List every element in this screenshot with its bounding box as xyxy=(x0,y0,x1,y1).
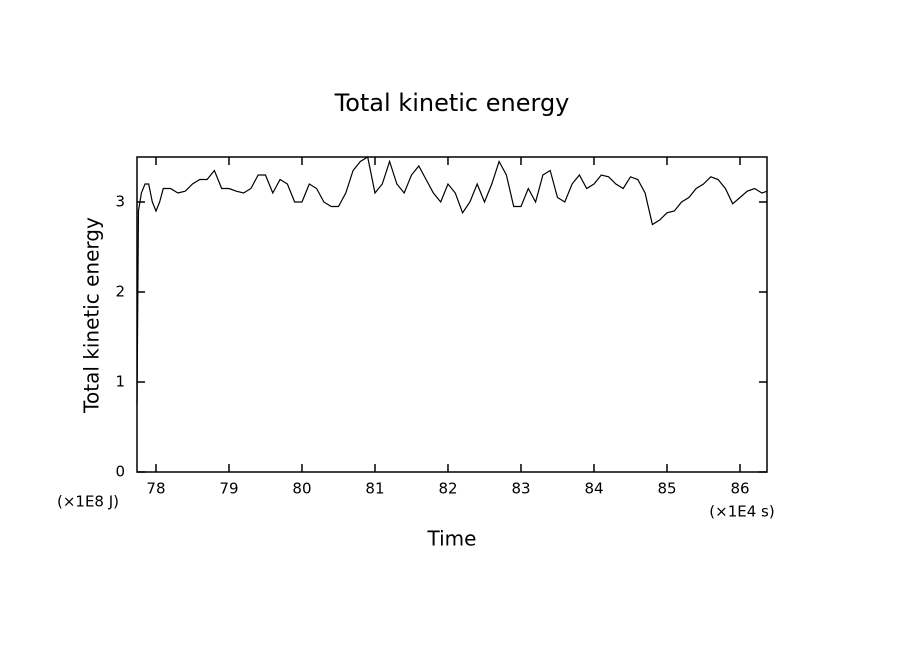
x-tick-label: 86 xyxy=(730,480,749,498)
x-tick-label: 83 xyxy=(511,480,530,498)
y-tick-label: 3 xyxy=(115,193,125,211)
y-tick-label: 1 xyxy=(115,373,125,391)
chart-title: Total kinetic energy xyxy=(334,89,570,117)
x-tick-label: 79 xyxy=(219,480,238,498)
x-tick-label: 85 xyxy=(657,480,676,498)
x-unit: (×1E4 s) xyxy=(709,503,774,521)
y-tick-label: 0 xyxy=(115,463,125,481)
x-tick-label: 81 xyxy=(365,480,384,498)
y-tick-label: 2 xyxy=(115,283,125,301)
x-tick-label: 82 xyxy=(438,480,457,498)
x-tick-label: 78 xyxy=(146,480,165,498)
plot-frame xyxy=(136,156,768,473)
y-axis-label: Total kinetic energy xyxy=(80,217,104,414)
x-tick-label: 80 xyxy=(292,480,311,498)
x-tick-label: 84 xyxy=(584,480,603,498)
data-line xyxy=(136,156,768,405)
y-unit: (×1E8 J) xyxy=(57,493,119,511)
x-axis-label: Time xyxy=(427,527,477,551)
